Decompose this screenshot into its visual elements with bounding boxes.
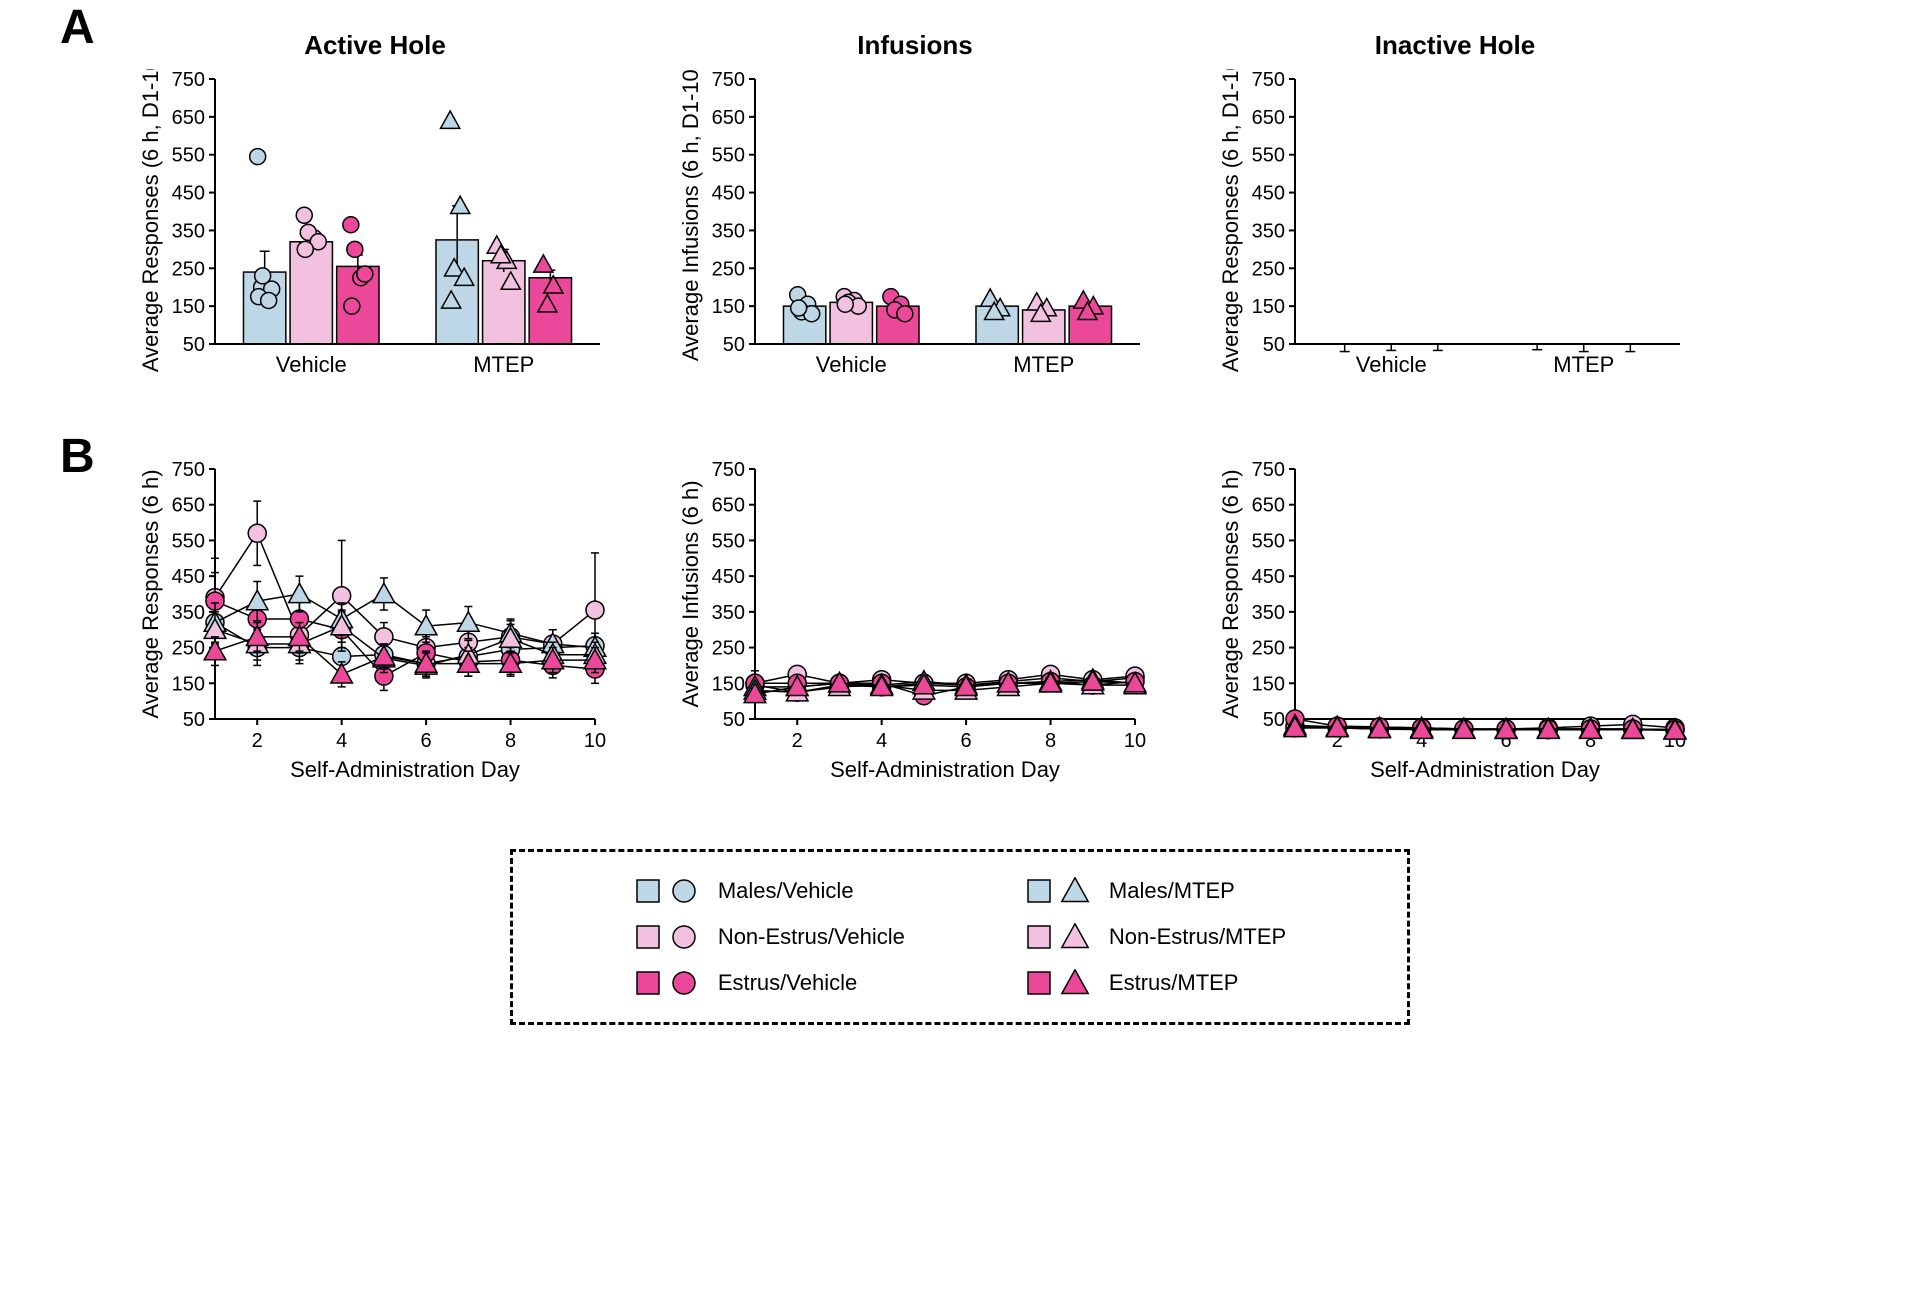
bar-chart-active-hole: Active Hole 50150250350450550650750Avera… [140, 30, 610, 399]
svg-text:550: 550 [1252, 145, 1285, 167]
svg-text:250: 250 [1252, 638, 1285, 660]
svg-text:50: 50 [723, 334, 745, 356]
svg-text:350: 350 [172, 220, 205, 242]
svg-text:2: 2 [252, 730, 263, 752]
svg-text:150: 150 [712, 296, 745, 318]
svg-text:550: 550 [712, 530, 745, 552]
svg-text:450: 450 [1252, 183, 1285, 205]
svg-text:8: 8 [505, 730, 516, 752]
svg-text:650: 650 [712, 495, 745, 517]
svg-text:150: 150 [172, 673, 205, 695]
legend-column-mtep: Males/MTEP Non-Estrus/MTEP Estrus/MTEP [1025, 877, 1286, 997]
legend-column-vehicle: Males/Vehicle Non-Estrus/Vehicle Estrus/Ve… [634, 877, 905, 997]
svg-text:450: 450 [712, 183, 745, 205]
svg-text:150: 150 [712, 673, 745, 695]
svg-text:6: 6 [961, 730, 972, 752]
svg-text:50: 50 [723, 709, 745, 731]
svg-text:650: 650 [172, 495, 205, 517]
svg-text:450: 450 [172, 566, 205, 588]
svg-text:150: 150 [1252, 673, 1285, 695]
svg-text:Vehicle: Vehicle [816, 352, 887, 377]
svg-text:250: 250 [172, 638, 205, 660]
svg-text:550: 550 [1252, 530, 1285, 552]
svg-text:Self-Administration Day: Self-Administration Day [1370, 757, 1600, 782]
bar-chart-inactive-hole: Inactive Hole 50150250350450550650750Ave… [1220, 30, 1690, 399]
svg-text:550: 550 [172, 145, 205, 167]
svg-text:750: 750 [172, 69, 205, 91]
svg-text:Vehicle: Vehicle [276, 352, 347, 377]
svg-text:Average Responses (6 h): Average Responses (6 h) [1220, 469, 1243, 718]
svg-text:350: 350 [172, 602, 205, 624]
legend-label: Estrus/MTEP [1109, 970, 1239, 996]
svg-text:Average Responses (6 h, D1-10): Average Responses (6 h, D1-10) [140, 69, 163, 372]
line-chart-infusions: 50 150 250 350 450 550 650 750 Average Infusions… [680, 459, 1150, 789]
svg-text:350: 350 [712, 602, 745, 624]
legend-label: Non-Estrus/MTEP [1109, 924, 1286, 950]
legend-label: Males/Vehicle [718, 878, 854, 904]
panel-b-row: B 50150250350450550650750Average Respons… [140, 459, 1870, 789]
svg-text:550: 550 [172, 530, 205, 552]
panel-b-label: B [60, 429, 95, 484]
legend-item: Non-Estrus/Vehicle [634, 923, 905, 951]
figure: A Active Hole 50150250350450550650750Ave… [50, 30, 1870, 1025]
svg-text:Average Responses (6 h, D1-10): Average Responses (6 h, D1-10) [1220, 69, 1243, 372]
svg-text:150: 150 [172, 296, 205, 318]
svg-text:Average Infusions (6 h, D1-10): Average Infusions (6 h, D1-10) [680, 69, 703, 361]
svg-text:MTEP: MTEP [473, 352, 534, 377]
bar-chart-infusions: Infusions 50150250350450550650750Average… [680, 30, 1150, 399]
legend-label: Males/MTEP [1109, 878, 1235, 904]
legend-item: Estrus/Vehicle [634, 969, 905, 997]
panel-a-label: A [60, 0, 95, 55]
svg-text:450: 450 [172, 183, 205, 205]
svg-text:50: 50 [1263, 709, 1285, 731]
svg-text:350: 350 [1252, 220, 1285, 242]
svg-text:150: 150 [1252, 296, 1285, 318]
svg-text:250: 250 [712, 638, 745, 660]
svg-text:750: 750 [172, 459, 205, 481]
svg-text:450: 450 [712, 566, 745, 588]
svg-text:750: 750 [1252, 459, 1285, 481]
svg-text:650: 650 [1252, 107, 1285, 129]
svg-text:Vehicle: Vehicle [1356, 352, 1427, 377]
svg-text:MTEP: MTEP [1553, 352, 1614, 377]
svg-text:250: 250 [712, 258, 745, 280]
svg-text:Average Responses (6 h): Average Responses (6 h) [140, 469, 163, 718]
line-chart-responses: 50 150 250 350 450 550 650 750 Average Responses… [140, 459, 610, 789]
svg-text:Self-Administration Day: Self-Administration Day [830, 757, 1060, 782]
svg-text:8: 8 [1045, 730, 1056, 752]
legend-label: Estrus/Vehicle [718, 970, 857, 996]
svg-text:750: 750 [712, 69, 745, 91]
svg-text:50: 50 [183, 334, 205, 356]
legend-item: Estrus/MTEP [1025, 969, 1286, 997]
legend-item: Males/Vehicle [634, 877, 905, 905]
svg-text:250: 250 [172, 258, 205, 280]
svg-text:350: 350 [712, 220, 745, 242]
svg-text:50: 50 [1263, 334, 1285, 356]
legend-item: Males/MTEP [1025, 877, 1286, 905]
svg-text:650: 650 [1252, 495, 1285, 517]
svg-text:550: 550 [712, 145, 745, 167]
svg-text:650: 650 [172, 107, 205, 129]
svg-text:750: 750 [712, 459, 745, 481]
line-chart-inactive: 50 150 250 350 450 550 650 750 Average Responses… [1220, 459, 1690, 789]
panel-a-row: A Active Hole 50150250350450550650750Ave… [140, 30, 1870, 399]
legend-item: Non-Estrus/MTEP [1025, 923, 1286, 951]
legend-label: Non-Estrus/Vehicle [718, 924, 905, 950]
svg-text:50: 50 [183, 709, 205, 731]
svg-text:750: 750 [1252, 69, 1285, 91]
svg-text:10: 10 [1124, 730, 1146, 752]
svg-text:10: 10 [584, 730, 606, 752]
svg-text:4: 4 [876, 730, 887, 752]
svg-text:250: 250 [1252, 258, 1285, 280]
svg-text:MTEP: MTEP [1013, 352, 1074, 377]
legend: Males/Vehicle Non-Estrus/Vehicle Estrus/Ve… [510, 849, 1410, 1025]
svg-text:450: 450 [1252, 566, 1285, 588]
svg-text:350: 350 [1252, 602, 1285, 624]
svg-text:2: 2 [792, 730, 803, 752]
svg-text:4: 4 [336, 730, 347, 752]
svg-text:Self-Administration Day: Self-Administration Day [290, 757, 520, 782]
svg-text:Average Infusions (6 h): Average Infusions (6 h) [680, 480, 703, 707]
svg-text:650: 650 [712, 107, 745, 129]
svg-text:6: 6 [421, 730, 432, 752]
